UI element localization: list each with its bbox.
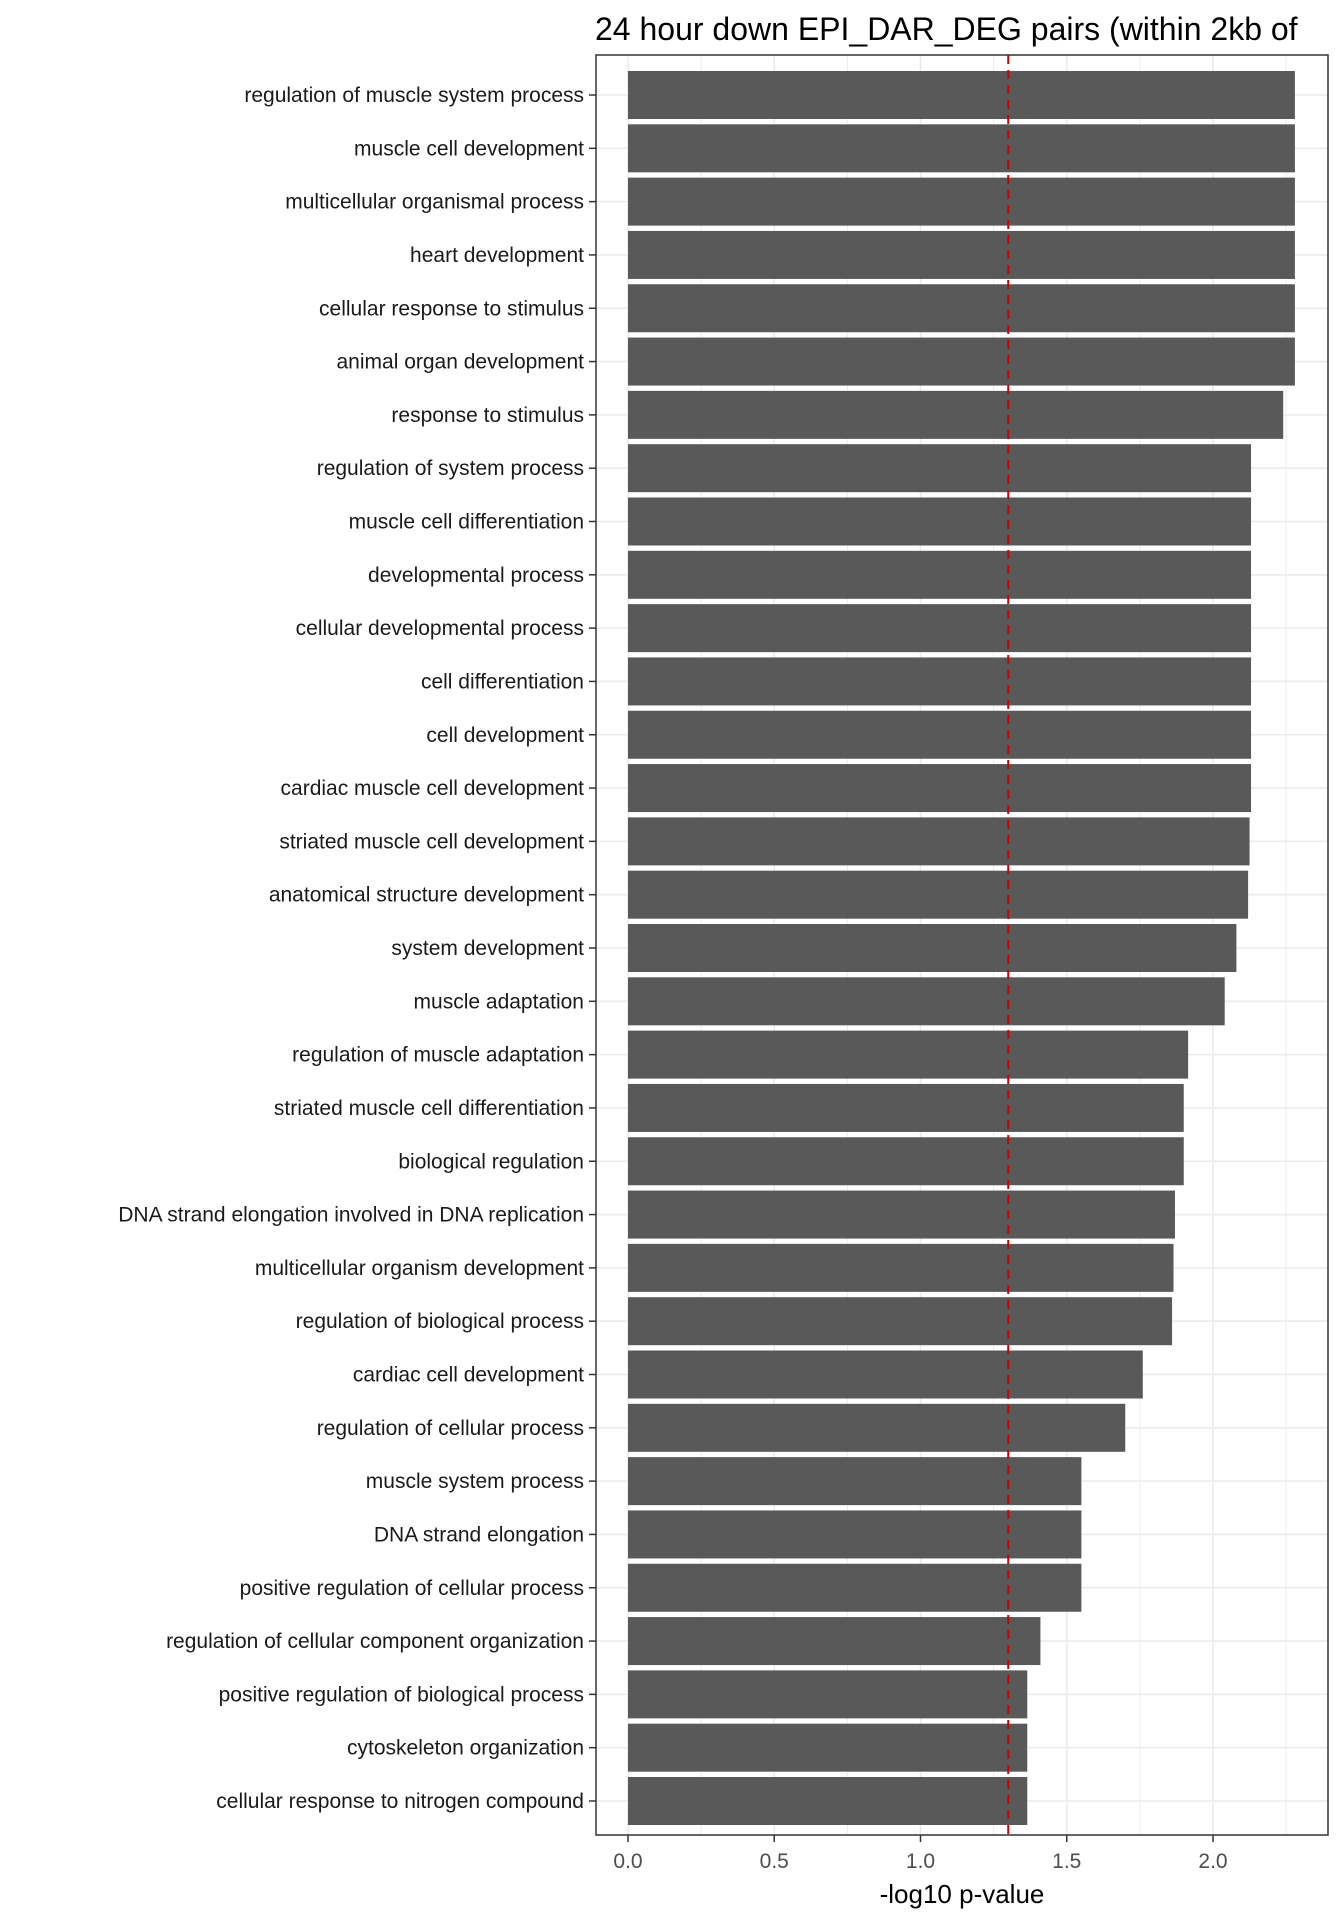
bar (628, 1350, 1143, 1399)
category-label: regulation of muscle system process (244, 84, 584, 107)
bar (628, 924, 1237, 972)
category-label: developmental process (368, 564, 584, 587)
bar (628, 230, 1295, 279)
bar (628, 124, 1295, 173)
category-label: muscle adaptation (414, 990, 584, 1013)
bar (628, 764, 1252, 813)
category-label: regulation of cellular component organiz… (166, 1630, 584, 1653)
category-label: muscle cell development (354, 137, 584, 160)
category-label: animal organ development (337, 351, 585, 374)
bar (628, 390, 1284, 439)
category-label: regulation of biological process (296, 1310, 584, 1333)
x-axis-title: -log10 p-value (880, 1879, 1045, 1909)
bar (628, 870, 1249, 919)
x-tick-label: 2.0 (1198, 1850, 1227, 1873)
category-label: cardiac cell development (353, 1364, 584, 1387)
category-label: biological regulation (398, 1150, 584, 1173)
category-label: regulation of muscle adaptation (292, 1044, 584, 1067)
bar (628, 1563, 1082, 1612)
bar (628, 1777, 1028, 1825)
category-label: positive regulation of cellular process (240, 1577, 584, 1600)
category-label: muscle system process (366, 1470, 584, 1493)
bar (628, 1297, 1173, 1346)
bar (628, 1457, 1082, 1506)
category-label: heart development (410, 244, 584, 267)
category-label: system development (391, 937, 584, 960)
bar (628, 1030, 1189, 1079)
category-label: cellular developmental process (296, 617, 584, 640)
category-labels: regulation of muscle system process muscl… (118, 84, 596, 1813)
bar (628, 1510, 1082, 1559)
x-axis: 0.0 0.5 1.0 1.5 2.0 (613, 1835, 1228, 1873)
bar (628, 977, 1225, 1026)
x-tick-label: 1.0 (906, 1850, 935, 1873)
chart-title: 24 hour down EPI_DAR_DEG pairs (within 2… (595, 11, 1298, 47)
bar (628, 657, 1252, 706)
bar (628, 1723, 1028, 1772)
category-label: positive regulation of biological proces… (219, 1683, 584, 1706)
category-label: anatomical structure development (269, 884, 584, 907)
bar (628, 817, 1250, 866)
category-label: cell development (426, 724, 584, 747)
bar (628, 710, 1252, 759)
bar (628, 1137, 1184, 1186)
bar (628, 1403, 1126, 1452)
bar (628, 604, 1252, 653)
bar (628, 1617, 1041, 1666)
x-tick-label: 0.0 (613, 1850, 642, 1873)
bar (628, 1083, 1184, 1132)
category-label: regulation of cellular process (317, 1417, 584, 1440)
category-label: muscle cell differentiation (349, 511, 584, 534)
bar (628, 177, 1295, 226)
category-label: cytoskeleton organization (347, 1737, 584, 1760)
bar (628, 1243, 1174, 1292)
category-label: cardiac muscle cell development (281, 777, 585, 800)
category-label: multicellular organism development (255, 1257, 584, 1280)
bar (628, 1670, 1028, 1719)
category-label: cellular response to stimulus (319, 297, 584, 320)
x-tick-label: 0.5 (760, 1850, 789, 1873)
category-label: striated muscle cell development (279, 830, 584, 853)
plot-border (595, 54, 1329, 1836)
category-label: DNA strand elongation involved in DNA re… (118, 1204, 584, 1227)
category-label: DNA strand elongation (374, 1523, 584, 1546)
bar (628, 550, 1252, 599)
bar (628, 444, 1252, 493)
bar (628, 284, 1295, 333)
bar (628, 337, 1295, 386)
category-label: multicellular organismal process (285, 191, 584, 214)
bar (628, 497, 1252, 546)
category-label: striated muscle cell differentiation (274, 1097, 584, 1120)
category-label: response to stimulus (391, 404, 584, 427)
category-label: regulation of system process (317, 457, 584, 480)
bar (628, 1190, 1175, 1239)
category-label: cell differentiation (421, 670, 584, 693)
x-tick-label: 1.5 (1052, 1850, 1081, 1873)
category-label: cellular response to nitrogen compound (216, 1790, 584, 1813)
bar (628, 71, 1295, 119)
bars (628, 71, 1295, 1825)
